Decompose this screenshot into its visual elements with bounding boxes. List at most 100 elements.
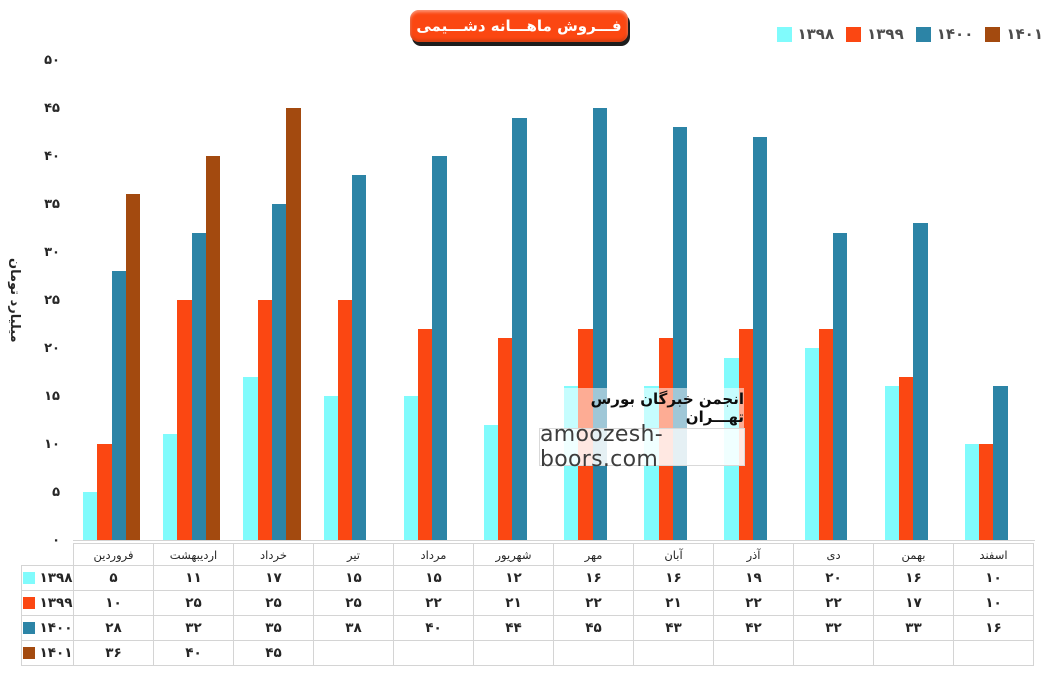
value-cell-1398-month-10: ۲۰ [793, 565, 874, 591]
year-label-1400: ۱۴۰۰ [39, 620, 73, 636]
value-cell-1401-month-10 [793, 640, 874, 666]
bar-1401-month-1 [125, 194, 141, 540]
value-cell-1400-month-3: ۳۵ [233, 615, 314, 641]
legend-swatch-1398 [776, 26, 792, 42]
month-header-5: مرداد [393, 543, 474, 566]
value-cell-1401-month-1: ۳۶ [73, 640, 154, 666]
value-cell-1398-month-3: ۱۷ [233, 565, 314, 591]
table-row-1399: ۱۳۹۹ ۱۰ ۲۵ ۲۵ ۲۵ ۲۲ ۲۱ ۲۲ ۲۱ ۲۲ ۲۲ ۱۷ ۱۰ [21, 590, 1034, 616]
legend-swatch-1400 [915, 26, 931, 42]
legend-item-1400: ۱۴۰۰ [915, 25, 974, 43]
value-cell-1398-month-11: ۱۶ [873, 565, 954, 591]
bar-group-month-6 [474, 61, 554, 540]
year-swatch-1400 [22, 622, 35, 634]
year-swatch-1398 [22, 572, 35, 584]
watermark-website-text: amoozesh-boors.com [540, 422, 663, 472]
bar-1398-month-10 [804, 348, 819, 540]
year-label-1398: ۱۳۹۸ [39, 570, 73, 586]
bar-group-month-12 [955, 61, 1035, 540]
bar-1400-month-6 [512, 117, 527, 540]
legend-label-1401: ۱۴۰۱ [1006, 25, 1043, 43]
bar-1398-month-1 [83, 492, 98, 540]
value-cell-1401-month-2: ۴۰ [153, 640, 234, 666]
bar-1398-month-11 [884, 386, 900, 540]
bar-1400-month-1 [111, 271, 126, 540]
y-tick-5: ۵ [52, 485, 60, 500]
bar-group-month-11 [875, 61, 955, 540]
value-cell-1401-month-8 [633, 640, 714, 666]
watermark-association-box: انجمن خبرگان بورس تهـــران [540, 388, 744, 428]
legend-label-1400: ۱۴۰۰ [936, 25, 974, 43]
value-cell-1400-month-11: ۳۳ [873, 615, 954, 641]
y-axis-title: میلیارد تومان [7, 258, 22, 343]
bar-1401-month-2 [206, 156, 221, 540]
table-row-1398: ۱۳۹۸ ۵ ۱۱ ۱۷ ۱۵ ۱۵ ۱۲ ۱۶ ۱۶ ۱۹ ۲۰ ۱۶ ۱۰ [21, 565, 1034, 591]
year-label-1399: ۱۳۹۹ [39, 595, 73, 611]
value-cell-1400-month-10: ۳۲ [793, 615, 874, 641]
month-header-1: فروردین [73, 543, 154, 566]
legend-item-1398: ۱۳۹۸ [776, 25, 834, 43]
y-tick-50: ۵۰ [44, 53, 60, 68]
value-cell-1398-month-5: ۱۵ [393, 565, 474, 591]
y-tick-25: ۲۵ [44, 293, 60, 308]
y-tick-20: ۲۰ [44, 341, 60, 356]
bar-1399-month-10 [818, 328, 834, 540]
y-tick-40: ۴۰ [44, 149, 60, 164]
value-cell-1398-month-2: ۱۱ [153, 565, 234, 591]
value-cell-1398-month-12: ۱۰ [953, 565, 1034, 591]
month-header-4: تیر [313, 543, 394, 566]
y-tick-15: ۱۵ [44, 389, 60, 404]
bar-1399-month-12 [979, 444, 994, 540]
value-cell-1398-month-7: ۱۶ [553, 565, 634, 591]
chart-title-box: فـــروش ماهـــانه دشـــیمی [410, 10, 628, 42]
value-cell-1398-month-4: ۱۵ [313, 565, 394, 591]
bar-1399-month-5 [417, 328, 433, 540]
bar-1400-month-4 [352, 175, 367, 540]
value-cell-1401-month-4 [313, 640, 394, 666]
table-corner-cell [22, 544, 74, 566]
bar-1399-month-6 [498, 338, 513, 540]
legend-swatch-1399 [846, 26, 862, 42]
value-cell-1398-month-9: ۱۹ [713, 565, 794, 591]
month-header-9: آذر [713, 543, 794, 566]
value-cell-1400-month-6: ۴۴ [473, 615, 554, 641]
value-cell-1399-month-12: ۱۰ [953, 590, 1034, 616]
month-header-10: دی [793, 543, 874, 566]
value-cell-1399-month-2: ۲۵ [153, 590, 234, 616]
month-header-2: اردیبهشت [153, 543, 234, 566]
bar-1400-month-5 [432, 156, 447, 540]
legend-item-1399: ۱۳۹۹ [846, 25, 904, 43]
month-header-12: اسفند [953, 543, 1034, 566]
bar-group-month-3 [233, 61, 313, 540]
year-cell-1401: ۱۴۰۱ [21, 640, 74, 666]
bar-1400-month-2 [191, 232, 207, 540]
value-cell-1401-month-3: ۴۵ [233, 640, 314, 666]
bar-1399-month-9 [738, 328, 753, 540]
table-row-1400: ۱۴۰۰ ۲۸ ۳۲ ۳۵ ۳۸ ۴۰ ۴۴ ۴۵ ۴۳ ۴۲ ۳۲ ۳۳ ۱۶ [21, 615, 1034, 641]
year-swatch-1401 [22, 647, 35, 659]
watermark-association-text: انجمن خبرگان بورس تهـــران [590, 390, 744, 426]
bar-1399-month-4 [337, 300, 353, 540]
value-cell-1401-month-6 [473, 640, 554, 666]
value-cell-1400-month-12: ۱۶ [953, 615, 1034, 641]
bar-group-month-1 [73, 61, 153, 540]
y-tick-35: ۳۵ [44, 197, 60, 212]
value-cell-1399-month-7: ۲۲ [553, 590, 634, 616]
bar-1399-month-2 [177, 300, 192, 540]
year-label-1401: ۱۴۰۱ [39, 645, 73, 661]
bar-1399-month-3 [257, 300, 272, 540]
bar-1400-month-10 [833, 232, 848, 540]
bar-1398-month-4 [323, 396, 338, 540]
year-cell-1399: ۱۳۹۹ [21, 590, 74, 616]
bar-1398-month-12 [964, 444, 980, 540]
month-header-11: بهمن [873, 543, 954, 566]
chart-title: فـــروش ماهـــانه دشـــیمی [416, 17, 622, 35]
bar-1398-month-5 [403, 396, 418, 540]
bar-1398-month-6 [483, 424, 499, 540]
month-header-6: شهریور [473, 543, 554, 566]
year-swatch-1399 [22, 597, 35, 609]
bar-1398-month-2 [163, 434, 178, 540]
bar-1400-month-7 [592, 108, 607, 540]
value-cell-1400-month-8: ۴۳ [633, 615, 714, 641]
